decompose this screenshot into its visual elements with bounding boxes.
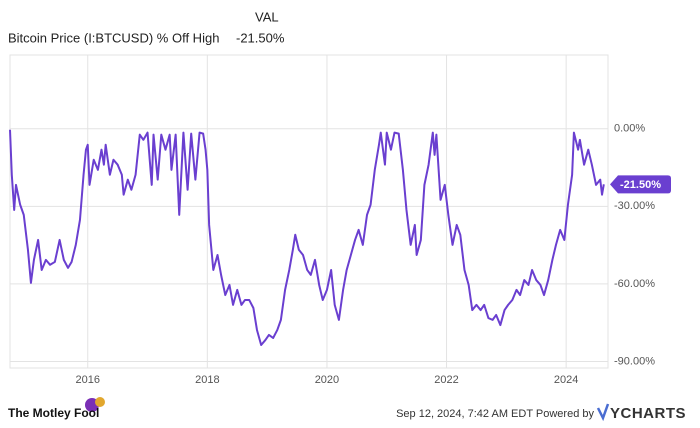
x-tick-label: 2024 [554,374,578,386]
legend-value: -21.50% [236,30,285,45]
y-tick-label: -90.00% [614,355,655,367]
y-tick-label: -60.00% [614,278,655,290]
ycharts-icon [596,403,610,422]
timestamp: Sep 12, 2024, 7:42 AM EDT Powered by [396,408,594,420]
value-badge [610,175,671,194]
x-tick-label: 2016 [75,374,99,386]
logo-icon [95,397,105,407]
provider: YCHARTS [610,405,686,422]
x-tick-label: 2018 [195,374,219,386]
legend-header: VAL [255,9,279,24]
x-tick-label: 2020 [315,374,339,386]
motley-fool-logo [85,397,105,412]
y-tick-label: 0.00% [614,123,645,135]
plot-area [9,54,609,369]
data-line [9,129,605,346]
y-tick-label: -30.00% [614,200,655,212]
x-tick-label: 2022 [434,374,458,386]
value-label: -21.50% [620,179,661,191]
brand: The Motley Fool [8,406,99,420]
legend-entry: Bitcoin Price (I:BTCUSD) % Off High [8,30,219,45]
